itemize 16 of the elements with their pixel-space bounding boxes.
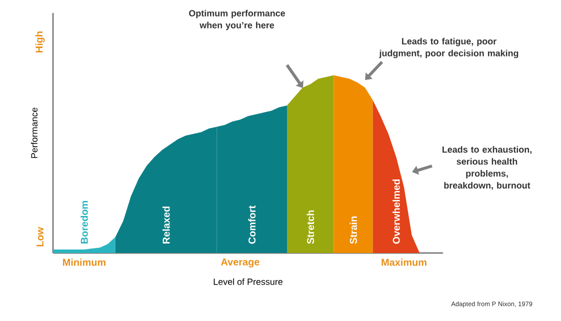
text: Boredom [80,201,88,244]
series-label: Strain [350,216,357,244]
text: Optimum performance when you’re here [189,10,286,30]
series-label: Comfort [248,206,256,244]
x-tick-label: Average [220,258,260,268]
x-tick-label: Maximum [382,258,426,266]
x-tick-label: Minimum [63,258,106,266]
text: Leads to fatigue, poor judgment, poor decision making [379,38,518,58]
series-label: Relaxed [162,206,170,244]
text: Low [36,227,44,246]
series-label: Stretch [306,210,314,244]
series-label: Overwhelmed [392,179,400,244]
text: High [35,32,45,52]
x-axis-title: Level of Pressure [214,278,282,285]
y-axis-title: Performance [30,108,38,158]
text: Leads to exhaustion, serious health problems, breakdown, burnout [442,146,532,190]
